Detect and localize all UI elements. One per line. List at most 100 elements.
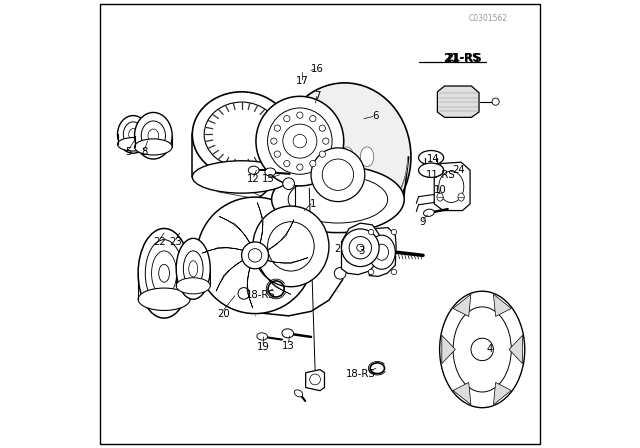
Polygon shape bbox=[493, 294, 511, 316]
Text: 10: 10 bbox=[434, 185, 447, 195]
Ellipse shape bbox=[458, 193, 464, 201]
Ellipse shape bbox=[391, 229, 397, 235]
Ellipse shape bbox=[192, 161, 291, 193]
Text: 3: 3 bbox=[358, 246, 365, 256]
Ellipse shape bbox=[148, 129, 159, 142]
Ellipse shape bbox=[145, 240, 183, 307]
Circle shape bbox=[196, 197, 314, 314]
Polygon shape bbox=[220, 216, 251, 246]
Ellipse shape bbox=[159, 264, 170, 282]
Text: 18-RS: 18-RS bbox=[246, 290, 276, 300]
Polygon shape bbox=[306, 370, 324, 391]
Text: 18-RS: 18-RS bbox=[346, 369, 375, 379]
Text: 9: 9 bbox=[420, 217, 426, 227]
Ellipse shape bbox=[129, 129, 138, 140]
Ellipse shape bbox=[256, 96, 344, 186]
Text: 12: 12 bbox=[247, 174, 260, 184]
Text: 6: 6 bbox=[372, 112, 378, 121]
Ellipse shape bbox=[419, 151, 444, 165]
Text: 16: 16 bbox=[310, 65, 323, 74]
Polygon shape bbox=[369, 228, 396, 276]
Ellipse shape bbox=[492, 98, 499, 105]
Text: 7: 7 bbox=[314, 91, 321, 101]
Ellipse shape bbox=[274, 125, 280, 131]
Polygon shape bbox=[247, 265, 253, 308]
Ellipse shape bbox=[176, 238, 210, 299]
Polygon shape bbox=[259, 265, 291, 294]
Ellipse shape bbox=[439, 171, 464, 202]
Ellipse shape bbox=[310, 116, 316, 122]
Polygon shape bbox=[235, 177, 351, 316]
Ellipse shape bbox=[369, 269, 374, 275]
Ellipse shape bbox=[118, 116, 149, 153]
Ellipse shape bbox=[278, 83, 411, 231]
Ellipse shape bbox=[369, 229, 374, 235]
Ellipse shape bbox=[471, 338, 493, 361]
Polygon shape bbox=[202, 247, 246, 253]
Ellipse shape bbox=[310, 160, 316, 167]
Text: 20: 20 bbox=[218, 309, 230, 319]
Polygon shape bbox=[453, 294, 471, 316]
Polygon shape bbox=[437, 86, 479, 117]
Ellipse shape bbox=[340, 147, 354, 167]
Text: 24: 24 bbox=[452, 165, 465, 175]
FancyBboxPatch shape bbox=[100, 4, 540, 444]
Text: 8: 8 bbox=[141, 147, 148, 157]
Polygon shape bbox=[442, 335, 455, 364]
Ellipse shape bbox=[248, 166, 259, 174]
Ellipse shape bbox=[141, 121, 165, 151]
Ellipse shape bbox=[274, 151, 280, 157]
Ellipse shape bbox=[192, 92, 291, 177]
Text: 15: 15 bbox=[262, 174, 275, 184]
Ellipse shape bbox=[311, 148, 365, 202]
Ellipse shape bbox=[189, 261, 198, 277]
Text: 5: 5 bbox=[125, 147, 131, 157]
Ellipse shape bbox=[322, 159, 353, 190]
Polygon shape bbox=[435, 162, 470, 211]
Text: 11-RS: 11-RS bbox=[426, 170, 456, 180]
Ellipse shape bbox=[257, 333, 268, 340]
Ellipse shape bbox=[265, 168, 276, 176]
Ellipse shape bbox=[284, 116, 290, 122]
Text: 19: 19 bbox=[257, 342, 269, 352]
Ellipse shape bbox=[310, 374, 321, 385]
Ellipse shape bbox=[238, 288, 250, 299]
Ellipse shape bbox=[349, 237, 371, 259]
Ellipse shape bbox=[138, 288, 190, 310]
Text: 13: 13 bbox=[282, 341, 295, 351]
Ellipse shape bbox=[176, 278, 210, 294]
Text: C0301562: C0301562 bbox=[468, 14, 508, 23]
Ellipse shape bbox=[300, 147, 314, 167]
Polygon shape bbox=[264, 220, 294, 251]
Ellipse shape bbox=[297, 112, 303, 118]
Ellipse shape bbox=[271, 166, 404, 233]
Ellipse shape bbox=[360, 147, 374, 167]
Ellipse shape bbox=[288, 176, 388, 223]
Ellipse shape bbox=[424, 209, 434, 216]
Polygon shape bbox=[216, 259, 246, 291]
Ellipse shape bbox=[319, 151, 326, 157]
Ellipse shape bbox=[293, 134, 307, 148]
Ellipse shape bbox=[124, 122, 143, 147]
Ellipse shape bbox=[453, 307, 511, 392]
Ellipse shape bbox=[375, 244, 388, 260]
Ellipse shape bbox=[334, 267, 346, 279]
Ellipse shape bbox=[283, 178, 294, 190]
Ellipse shape bbox=[294, 390, 303, 397]
Ellipse shape bbox=[268, 222, 314, 271]
Ellipse shape bbox=[369, 235, 396, 269]
Ellipse shape bbox=[253, 206, 329, 287]
Ellipse shape bbox=[356, 244, 364, 251]
Ellipse shape bbox=[297, 164, 303, 170]
Polygon shape bbox=[509, 335, 522, 364]
Ellipse shape bbox=[118, 138, 149, 151]
Text: 2: 2 bbox=[335, 244, 341, 254]
Text: 21-RS: 21-RS bbox=[447, 53, 480, 63]
Ellipse shape bbox=[271, 138, 277, 144]
Polygon shape bbox=[342, 223, 380, 275]
Circle shape bbox=[241, 242, 269, 269]
Circle shape bbox=[248, 249, 262, 262]
Ellipse shape bbox=[437, 193, 444, 201]
Ellipse shape bbox=[283, 124, 317, 158]
Ellipse shape bbox=[284, 160, 290, 167]
